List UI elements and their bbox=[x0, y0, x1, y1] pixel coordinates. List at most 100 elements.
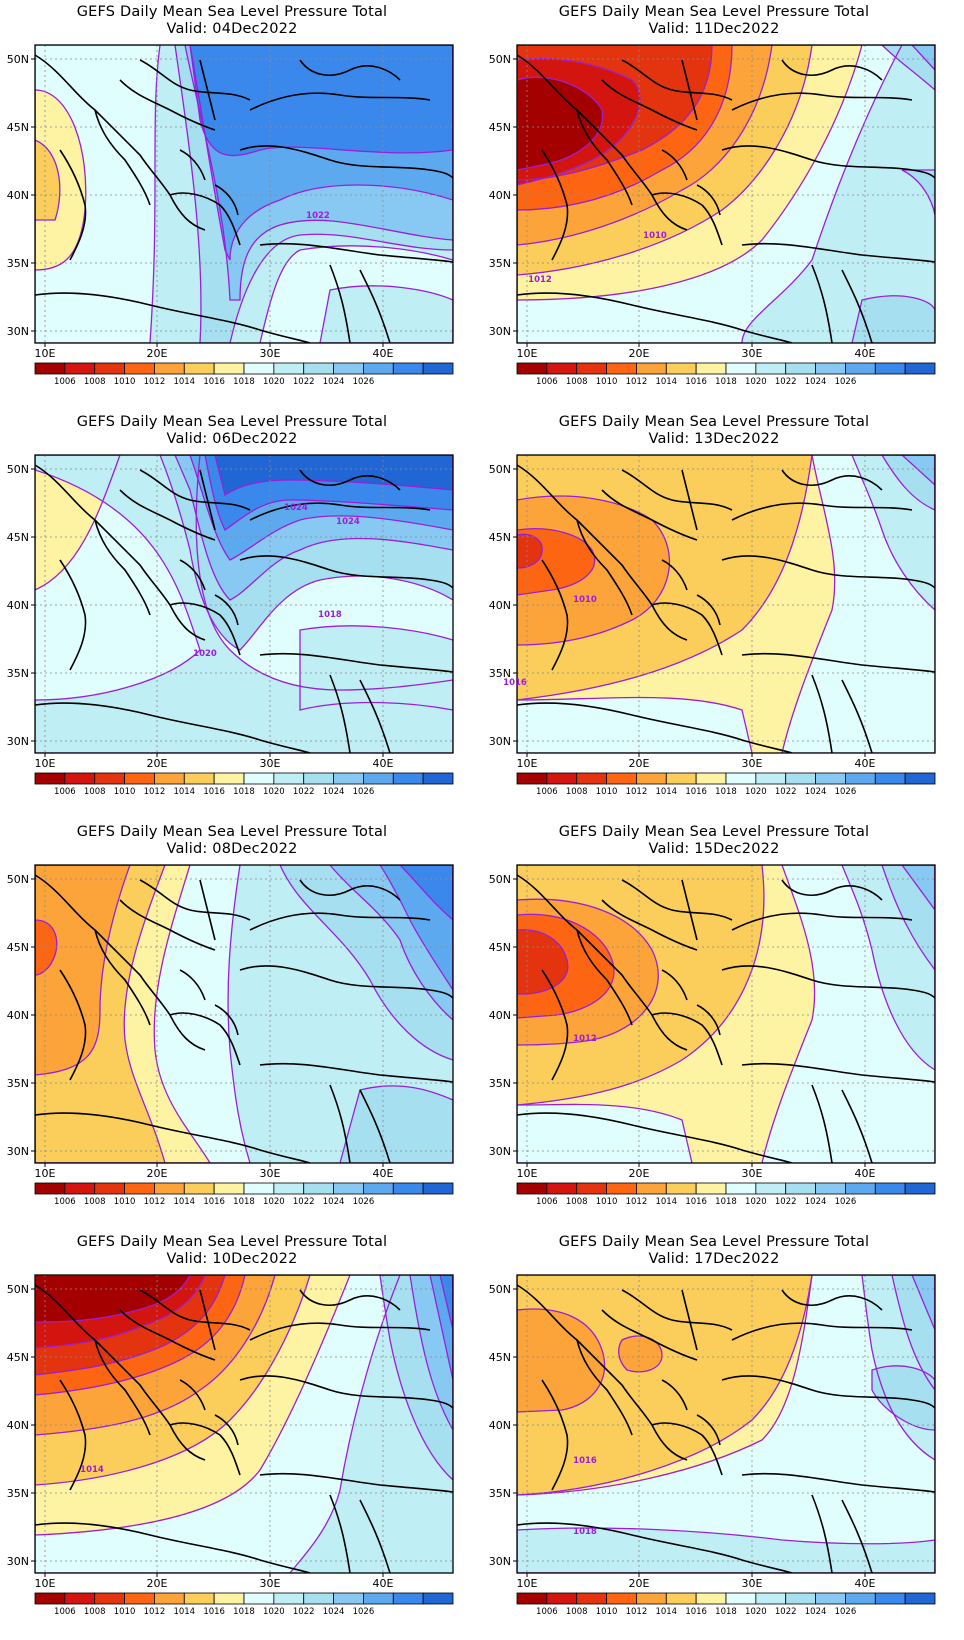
coastline bbox=[259, 1062, 453, 1083]
colorbar-label: 1014 bbox=[655, 1197, 677, 1207]
colorbar-label: 1010 bbox=[596, 787, 618, 797]
coastline bbox=[841, 1499, 873, 1573]
colorbar-label: 1018 bbox=[715, 787, 737, 797]
coastline bbox=[661, 1379, 688, 1411]
isobar-label: 1012 bbox=[573, 1034, 597, 1044]
map-panel-15dec: GEFS Daily Mean Sea Level Pressure Total… bbox=[482, 820, 946, 1216]
map-frame bbox=[516, 864, 936, 1164]
colorbar-label: 1006 bbox=[536, 1607, 558, 1617]
coastline bbox=[199, 1289, 216, 1351]
isobar-line bbox=[517, 865, 765, 1106]
lon-tick-label: 30E bbox=[260, 757, 281, 770]
colorbar-swatch bbox=[273, 362, 305, 375]
colorbar-swatch bbox=[904, 1182, 936, 1195]
lat-tick-label: 30N bbox=[489, 325, 511, 338]
coastline bbox=[517, 464, 688, 641]
colorbar-swatch bbox=[154, 772, 185, 785]
lat-tick-label: 30N bbox=[489, 1145, 511, 1158]
coastline bbox=[59, 559, 87, 671]
isobar-line bbox=[200, 455, 453, 531]
lat-tick-label: 40N bbox=[489, 1009, 511, 1022]
colorbar-label: 1026 bbox=[835, 1197, 857, 1207]
isobar-line bbox=[517, 1275, 935, 1573]
isobar-line bbox=[911, 1275, 935, 1331]
panel-valid-date: Valid: 11Dec2022 bbox=[648, 21, 780, 37]
pressure-map: 50N 45N 40N 35N 30N 10E 20E 30E 40E 1012 1010 1006 1… bbox=[489, 44, 936, 387]
colorbar-swatch bbox=[303, 772, 334, 785]
colorbar-swatch bbox=[516, 1182, 548, 1195]
isobar-line bbox=[517, 929, 569, 995]
colorbar-swatch bbox=[154, 1182, 185, 1195]
colorbar-swatch bbox=[392, 362, 424, 375]
colorbar-label: 1012 bbox=[626, 1197, 648, 1207]
coastline bbox=[139, 1289, 251, 1331]
coastline bbox=[601, 1309, 698, 1361]
colorbar-swatch bbox=[815, 772, 846, 785]
lon-tick-label: 30E bbox=[742, 1167, 763, 1180]
isobar-line bbox=[35, 1275, 191, 1323]
colorbar-swatch bbox=[546, 1592, 578, 1605]
isobar-line bbox=[901, 169, 935, 216]
coastline bbox=[35, 464, 206, 641]
lon-tick-label: 10E bbox=[517, 1577, 538, 1590]
coastline bbox=[721, 145, 935, 179]
lon-tick-label: 30E bbox=[742, 1577, 763, 1590]
lon-tick-label: 20E bbox=[629, 1167, 650, 1180]
colorbar-label: 1014 bbox=[173, 787, 195, 797]
pressure-band bbox=[872, 1365, 935, 1430]
colorbar-swatch bbox=[243, 362, 275, 375]
lat-tick-label: 45N bbox=[489, 121, 511, 134]
coastline bbox=[249, 92, 431, 111]
panel-title: GEFS Daily Mean Sea Level Pressure Total bbox=[558, 414, 870, 430]
lat-tick-label: 35N bbox=[7, 1487, 29, 1500]
panel-title: GEFS Daily Mean Sea Level Pressure Total bbox=[76, 1234, 388, 1250]
coastline bbox=[541, 969, 569, 1081]
colorbar-swatch bbox=[516, 772, 548, 785]
lat-tick-label: 35N bbox=[489, 1077, 511, 1090]
colorbar-swatch bbox=[725, 362, 757, 375]
isobar-line bbox=[517, 455, 813, 701]
coastline bbox=[621, 879, 733, 921]
isobar-label: 1020 bbox=[193, 649, 217, 659]
coastline bbox=[35, 292, 311, 343]
coastline bbox=[359, 679, 391, 753]
coastline bbox=[119, 1309, 216, 1361]
colorbar-swatch bbox=[363, 772, 394, 785]
coastline bbox=[169, 192, 241, 246]
pressure-field bbox=[517, 865, 935, 1163]
lon-tick-label: 20E bbox=[147, 1167, 168, 1180]
colorbar-swatch bbox=[725, 1592, 757, 1605]
colorbar-swatch bbox=[213, 1592, 245, 1605]
isobar-line bbox=[299, 625, 453, 711]
coastline bbox=[517, 292, 793, 343]
colorbar-swatch bbox=[273, 1182, 305, 1195]
lat-tick-label: 30N bbox=[7, 325, 29, 338]
colorbar-label: 1012 bbox=[626, 1607, 648, 1617]
colorbar-label: 1018 bbox=[233, 1607, 255, 1617]
colorbar-swatch bbox=[64, 1592, 96, 1605]
colorbar-swatch bbox=[695, 772, 727, 785]
isobar-line bbox=[517, 1308, 606, 1413]
coastline bbox=[35, 1112, 311, 1163]
pressure-map: 50N 45N 40N 35N 30N 10E 20E 30E 40E 1012 1006 1008 1… bbox=[489, 864, 936, 1207]
coastline bbox=[696, 594, 721, 626]
colorbar-swatch bbox=[755, 1592, 787, 1605]
isobar-label: 1024 bbox=[336, 517, 360, 527]
lon-tick-label: 40E bbox=[855, 1577, 876, 1590]
pressure-band bbox=[517, 929, 568, 994]
lon-tick-label: 20E bbox=[629, 347, 650, 360]
colorbar-swatch bbox=[576, 1592, 607, 1605]
colorbar-label: 1008 bbox=[566, 377, 588, 387]
colorbar-swatch bbox=[183, 362, 215, 375]
colorbar-swatch bbox=[422, 1182, 454, 1195]
lat-tick-label: 35N bbox=[489, 257, 511, 270]
panel-title: GEFS Daily Mean Sea Level Pressure Total bbox=[76, 4, 388, 20]
isobar-line bbox=[189, 455, 453, 561]
coastline bbox=[731, 1322, 913, 1341]
lon-tick-label: 30E bbox=[260, 1577, 281, 1590]
coastline bbox=[741, 1062, 935, 1083]
isobar-line bbox=[379, 865, 453, 992]
coastline bbox=[517, 1522, 793, 1573]
colorbar-label: 1016 bbox=[685, 787, 707, 797]
coastline bbox=[35, 1284, 206, 1461]
